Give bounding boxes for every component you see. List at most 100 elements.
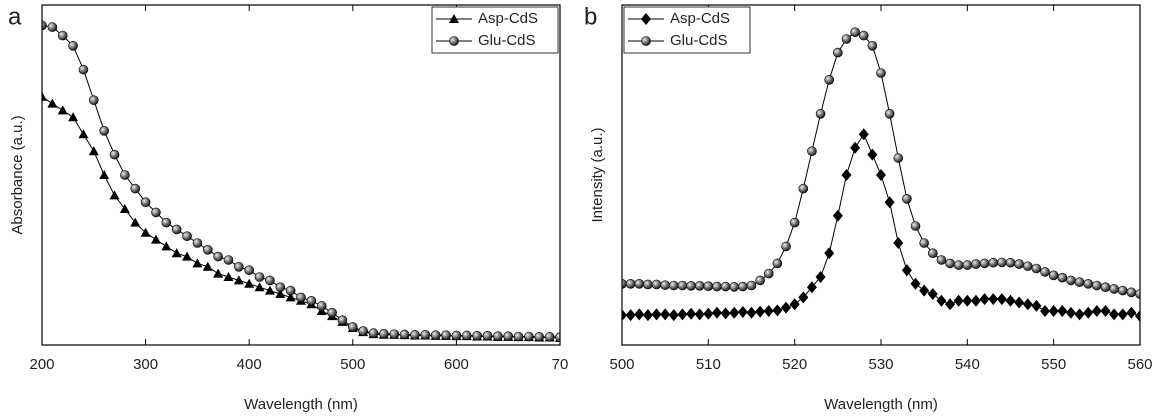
marker [1031,299,1042,312]
marker [1014,296,1025,309]
marker [677,280,688,291]
marker [997,257,1007,268]
marker [234,261,244,272]
marker [746,306,757,319]
marker [461,330,472,341]
marker [99,170,110,179]
marker [832,209,843,222]
marker [858,128,869,141]
x-axis-label: Wavelength (nm) [244,396,358,413]
marker [763,268,774,279]
marker [130,183,141,194]
marker [927,288,938,300]
x-tick-label: 200 [29,356,54,373]
legend-label: Glu-CdS [670,32,728,49]
x-tick-label: 300 [133,356,158,373]
marker [130,217,141,227]
marker [979,258,990,269]
marker [182,251,193,261]
marker [89,95,99,105]
marker [1065,306,1076,319]
marker [161,241,172,251]
marker [772,258,783,269]
marker [781,301,792,314]
marker [161,217,172,228]
marker [686,307,697,320]
marker [410,329,420,340]
marker [399,329,410,340]
marker [451,330,462,341]
marker [534,332,545,342]
marker [737,306,748,319]
marker [953,260,964,270]
marker [798,183,809,194]
panel-label: b [584,3,597,30]
marker [78,129,89,139]
marker [824,247,835,260]
marker [1074,277,1085,287]
marker [1074,308,1085,321]
marker [368,328,379,338]
marker [729,306,740,319]
x-tick-label: 520 [782,356,807,373]
marker [285,292,296,302]
marker [140,197,151,207]
marker [78,64,89,75]
marker [867,40,878,51]
marker [970,294,981,307]
plot [622,27,1140,323]
marker [109,149,120,160]
marker [1048,270,1059,281]
marker [254,272,265,282]
marker [841,34,852,44]
marker [119,204,130,213]
marker [945,298,956,311]
marker [712,281,722,292]
marker [1048,305,1059,317]
marker [660,308,671,321]
marker [1092,280,1102,291]
marker [1040,305,1051,317]
marker [192,238,203,248]
marker [57,105,68,115]
marker [524,331,534,342]
marker [555,332,560,342]
marker [668,280,679,291]
marker [720,307,731,320]
marker [1100,282,1111,293]
marker [806,281,817,294]
plot-frame [41,4,561,346]
marker [68,112,79,122]
marker [643,279,653,290]
marker [1005,294,1016,307]
marker [1014,259,1024,269]
marker [482,331,493,341]
marker [798,291,809,304]
marker [1022,261,1033,271]
marker [1126,306,1137,319]
marker [140,227,151,237]
marker [47,22,58,32]
marker [244,265,254,276]
marker [1109,284,1119,294]
marker [641,13,651,25]
marker [936,255,947,265]
y-axis-label: Intensity (a.u.) [589,127,606,222]
marker [677,308,688,321]
marker [901,264,912,277]
marker [876,169,886,181]
marker [337,315,348,325]
x-tick-label: 600 [444,356,469,373]
x-tick-label: 530 [868,356,893,373]
marker [867,148,878,161]
marker [738,281,748,292]
marker [1066,275,1076,286]
marker [1083,306,1094,319]
marker [815,271,826,283]
marker [244,278,255,288]
marker [694,281,705,291]
marker [1100,305,1111,317]
marker [755,275,765,286]
marker [988,293,999,306]
